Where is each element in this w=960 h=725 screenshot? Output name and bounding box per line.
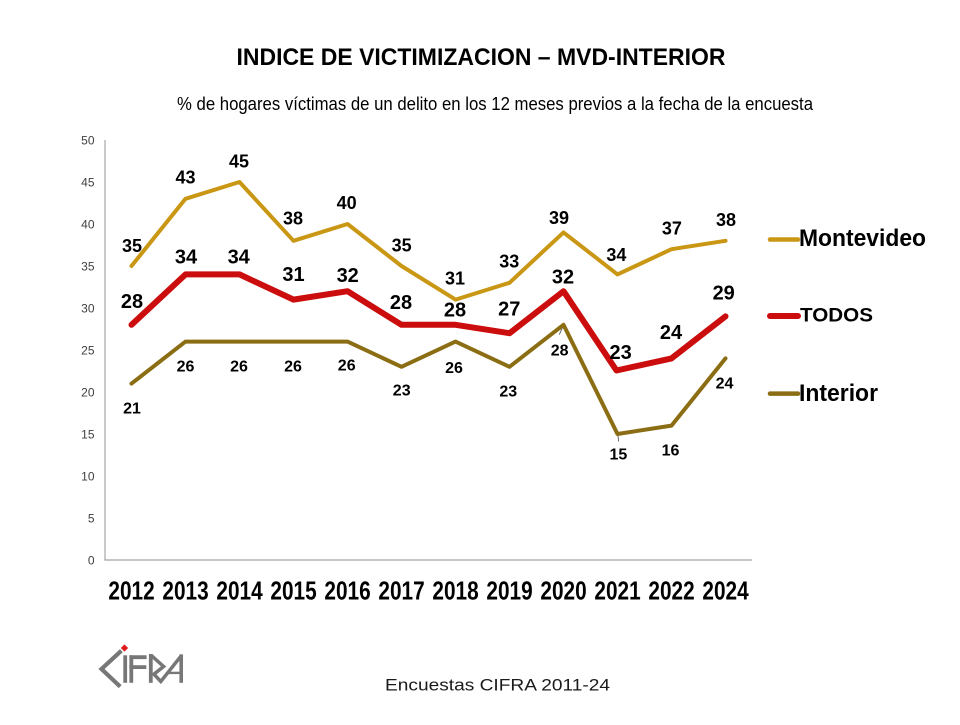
svg-text:35: 35 <box>81 259 95 273</box>
svg-text:43: 43 <box>175 167 195 187</box>
svg-text:40: 40 <box>81 217 95 231</box>
svg-text:31: 31 <box>445 269 465 289</box>
svg-text:26: 26 <box>230 358 248 375</box>
svg-text:23: 23 <box>499 383 517 400</box>
svg-text:TODOS: TODOS <box>800 305 873 327</box>
svg-text:23: 23 <box>393 383 411 400</box>
svg-text:39: 39 <box>549 208 569 228</box>
svg-text:2013: 2013 <box>162 576 208 605</box>
svg-text:2022: 2022 <box>648 576 694 605</box>
svg-text:2012: 2012 <box>108 576 154 605</box>
svg-text:28: 28 <box>121 291 143 313</box>
svg-text:24: 24 <box>716 376 734 393</box>
svg-text:33: 33 <box>499 251 519 271</box>
svg-text:5: 5 <box>88 511 95 525</box>
svg-text:2017: 2017 <box>378 576 424 605</box>
svg-text:26: 26 <box>177 358 195 375</box>
svg-text:Montevideo: Montevideo <box>799 225 926 252</box>
svg-text:32: 32 <box>552 267 574 289</box>
svg-text:2020: 2020 <box>540 576 586 605</box>
svg-text:2014: 2014 <box>216 576 262 605</box>
svg-text:25: 25 <box>81 343 95 357</box>
svg-text:37: 37 <box>662 218 682 238</box>
svg-text:28: 28 <box>390 292 412 314</box>
svg-text:26: 26 <box>338 358 356 375</box>
svg-text:24: 24 <box>660 322 683 344</box>
svg-text:45: 45 <box>229 152 249 172</box>
svg-text:40: 40 <box>337 193 357 213</box>
svg-text:2018: 2018 <box>432 576 478 605</box>
svg-text:45: 45 <box>81 175 95 189</box>
svg-text:10: 10 <box>81 469 95 483</box>
svg-text:32: 32 <box>337 265 359 287</box>
svg-text:2019: 2019 <box>486 576 532 605</box>
svg-text:27: 27 <box>498 299 520 321</box>
svg-text:20: 20 <box>81 385 95 399</box>
svg-text:35: 35 <box>392 236 412 256</box>
svg-text:15: 15 <box>81 427 95 441</box>
svg-text:26: 26 <box>445 360 463 377</box>
svg-text:2021: 2021 <box>594 576 640 605</box>
svg-text:21: 21 <box>123 401 141 418</box>
svg-text:16: 16 <box>662 443 680 460</box>
svg-text:2024: 2024 <box>702 576 748 605</box>
svg-text:Encuestas CIFRA 2011-24: Encuestas CIFRA 2011-24 <box>385 676 610 695</box>
svg-text:Interior: Interior <box>799 380 878 407</box>
svg-text:2016: 2016 <box>324 576 370 605</box>
svg-text:INDICE DE VICTIMIZACION – MVD-: INDICE DE VICTIMIZACION – MVD-INTERIOR <box>237 44 726 71</box>
svg-text:0: 0 <box>88 553 95 567</box>
svg-text:38: 38 <box>716 210 736 230</box>
svg-text:26: 26 <box>284 358 302 375</box>
svg-text:2015: 2015 <box>270 576 316 605</box>
svg-text:28: 28 <box>551 342 569 359</box>
svg-text:30: 30 <box>81 301 95 315</box>
svg-text:% de hogares víctimas de un de: % de hogares víctimas de un delito en lo… <box>177 93 814 114</box>
svg-text:35: 35 <box>122 236 142 256</box>
svg-text:28: 28 <box>444 300 466 322</box>
svg-text:29: 29 <box>713 282 735 304</box>
svg-text:34: 34 <box>606 245 626 265</box>
svg-text:15: 15 <box>610 447 628 464</box>
svg-text:34: 34 <box>228 246 251 268</box>
svg-text:34: 34 <box>175 246 198 268</box>
svg-text:50: 50 <box>81 133 95 147</box>
svg-text:23: 23 <box>609 342 631 364</box>
svg-text:38: 38 <box>283 208 303 228</box>
svg-text:31: 31 <box>282 264 304 286</box>
